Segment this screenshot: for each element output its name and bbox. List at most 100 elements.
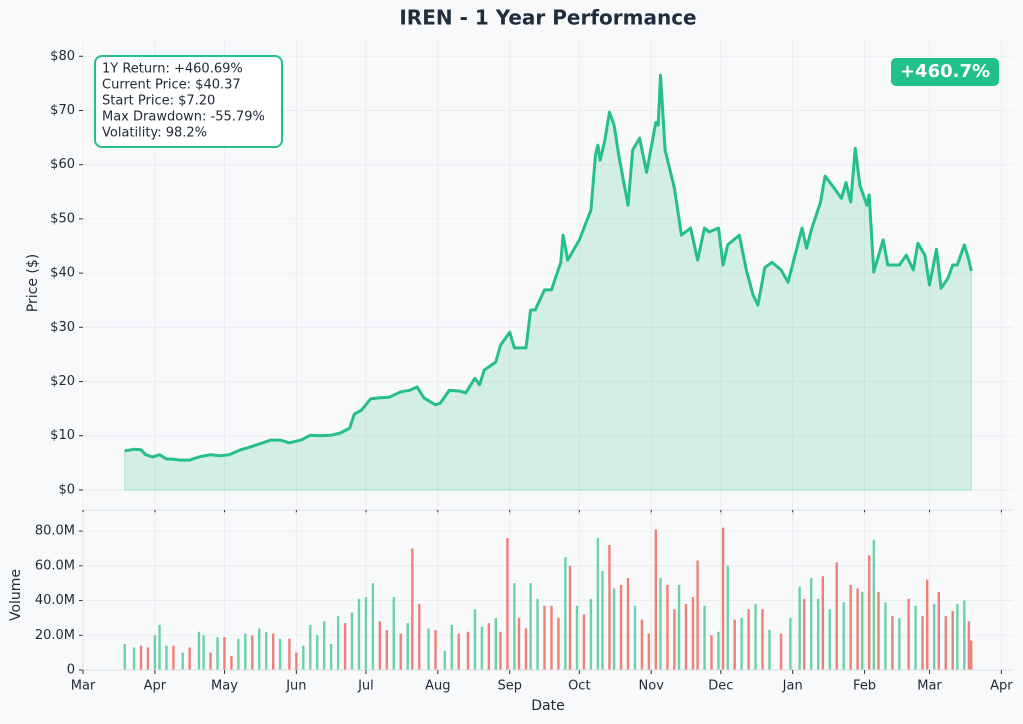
volume-bar xyxy=(209,652,212,670)
volume-bar xyxy=(768,630,771,670)
volume-bar xyxy=(557,617,560,670)
volume-bar xyxy=(696,560,699,670)
x-tick-label: Jun xyxy=(285,679,306,694)
x-tick-label: Oct xyxy=(568,679,590,694)
volume-bar xyxy=(861,591,864,670)
volume-bar xyxy=(810,577,813,670)
volume-bar xyxy=(466,631,470,670)
volume-bar xyxy=(392,597,395,670)
volume-bar xyxy=(582,614,586,670)
x-tick-label: Sep xyxy=(497,679,522,694)
volume-bar xyxy=(601,571,604,670)
volume-bar xyxy=(181,652,184,670)
volume-bar xyxy=(951,610,954,670)
volume-bar xyxy=(543,605,546,670)
volume-bar xyxy=(197,631,201,670)
return-badge-text: +460.7% xyxy=(900,61,990,82)
volume-bar xyxy=(717,631,720,670)
volume-bar xyxy=(608,544,611,670)
stats-line: Max Drawdown: -55.79% xyxy=(102,110,265,125)
volume-bar xyxy=(589,598,593,670)
volume-bar xyxy=(132,647,136,670)
y-tick-label: $60 xyxy=(50,157,75,172)
volume-bar xyxy=(612,588,616,670)
volume-bar xyxy=(536,598,539,670)
volume-bar xyxy=(868,555,871,670)
volume-bar xyxy=(494,617,498,670)
return-badge xyxy=(891,58,999,86)
volume-bar xyxy=(237,638,240,670)
volume-bar xyxy=(499,631,502,670)
stats: 1Y Return: +460.69%Current Price: $40.37… xyxy=(102,62,265,141)
volume-bar xyxy=(575,605,579,670)
stats-line: 1Y Return: +460.69% xyxy=(102,62,243,77)
y-tick-label: 40.0M xyxy=(35,593,75,608)
volume-bar xyxy=(828,609,831,670)
volume-bar xyxy=(343,623,347,670)
y-tick-label: $20 xyxy=(50,374,75,389)
volume-bar xyxy=(244,633,247,670)
volume-bar xyxy=(457,633,460,670)
volume-bar xyxy=(309,624,312,670)
volume-bar xyxy=(123,643,126,670)
volume-bar xyxy=(418,604,421,670)
volume-bar xyxy=(506,538,509,670)
volume-bar xyxy=(856,588,859,670)
volume-bar xyxy=(316,635,319,670)
volume-bar xyxy=(640,619,644,670)
volume-bar xyxy=(835,562,838,670)
price-line xyxy=(124,73,973,462)
volume-bar xyxy=(677,584,681,670)
x-tick-label: Aug xyxy=(425,679,450,694)
volume-bar xyxy=(891,616,894,670)
volume-bar xyxy=(849,584,852,670)
volume-bar xyxy=(963,600,966,670)
volume-bar xyxy=(726,565,729,670)
volume-bar xyxy=(165,645,168,670)
volume-bar xyxy=(703,605,706,670)
x-tick-label: Apr xyxy=(990,679,1013,694)
volume-bar xyxy=(654,529,658,670)
volume-bar xyxy=(944,616,947,670)
x-tick-label: Nov xyxy=(639,679,665,694)
volume-bar xyxy=(302,645,305,670)
volume-bar xyxy=(821,576,825,670)
volume-bar xyxy=(872,539,876,670)
x-tick-label: Mar xyxy=(917,679,942,694)
y-tick-label: $30 xyxy=(50,320,75,335)
volume-bar xyxy=(258,628,261,670)
volume-bar xyxy=(937,591,940,670)
volume-bar xyxy=(443,650,446,670)
volume-bar xyxy=(816,598,820,670)
volume-bar xyxy=(288,638,291,670)
y-tick-label: 60.0M xyxy=(35,558,75,573)
volume-bar xyxy=(295,652,298,670)
volume-bar xyxy=(710,635,713,670)
volume-bar xyxy=(350,612,354,670)
volume-bar xyxy=(798,586,801,670)
stats-line: Volatility: 98.2% xyxy=(102,126,207,141)
volume-bar xyxy=(779,633,783,670)
volume-bar xyxy=(265,631,268,670)
volume-bar xyxy=(223,637,226,670)
volume-bar xyxy=(967,621,971,670)
plots: $0 $10 $20 $30 $40 $50 $60 $70 $80 0 20.0M 40.0M 60.… xyxy=(35,40,1013,694)
volume-bar xyxy=(721,527,725,670)
volume-bar xyxy=(385,630,389,670)
volume-bar xyxy=(754,604,757,670)
volume-bar xyxy=(480,626,484,670)
volume-bar xyxy=(907,598,910,670)
volume-bar xyxy=(921,616,924,670)
volume-bar xyxy=(399,633,402,670)
x-tick-label: May xyxy=(211,679,238,694)
volume-bar xyxy=(411,548,414,670)
volume-bar xyxy=(673,609,676,670)
volume-bar xyxy=(216,637,219,670)
stats-line: Current Price: $40.37 xyxy=(102,78,241,93)
volume-bar xyxy=(733,619,736,670)
volume-bar xyxy=(158,624,161,670)
y-tick-label: 0 xyxy=(67,663,75,678)
x-tick-label: Mar xyxy=(71,679,96,694)
volume-bar xyxy=(139,645,143,670)
